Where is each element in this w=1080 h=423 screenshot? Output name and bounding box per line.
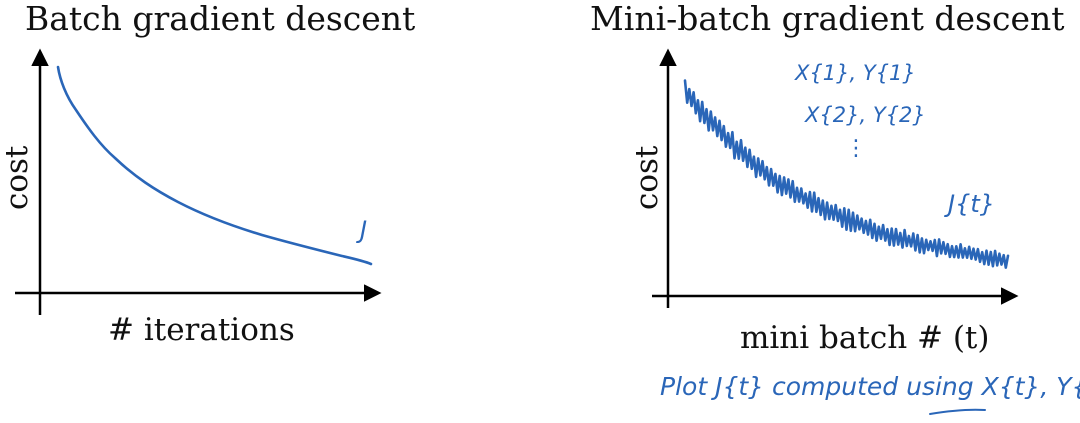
left-x-label: # iterations: [108, 312, 295, 348]
right-curve-label: J{t}: [944, 190, 995, 218]
footnote-underline: [929, 408, 986, 415]
right-y-label: cost: [629, 145, 665, 210]
left-title: Batch gradient descent: [25, 0, 415, 38]
right-title: Mini-batch gradient descent: [590, 0, 1065, 38]
left-panel: Batch gradient descent cost # iterations…: [0, 0, 415, 348]
right-x-label: mini batch # (t): [740, 320, 989, 356]
batch-annotation-1: X{1}, Y{1}: [794, 61, 916, 85]
footnote-text: Plot J{t} computed using X{t}, Y{t}: [660, 372, 1080, 401]
left-curve-label: J: [356, 216, 367, 244]
left-cost-curve: [56, 65, 373, 266]
right-cost-curve: [683, 79, 1010, 269]
batch-annotation-ellipsis: ⋮: [845, 136, 867, 161]
left-y-label: cost: [0, 145, 35, 210]
batch-annotation-2: X{2}, Y{2}: [804, 103, 926, 127]
right-panel: Mini-batch gradient descent cost mini ba…: [590, 0, 1080, 415]
